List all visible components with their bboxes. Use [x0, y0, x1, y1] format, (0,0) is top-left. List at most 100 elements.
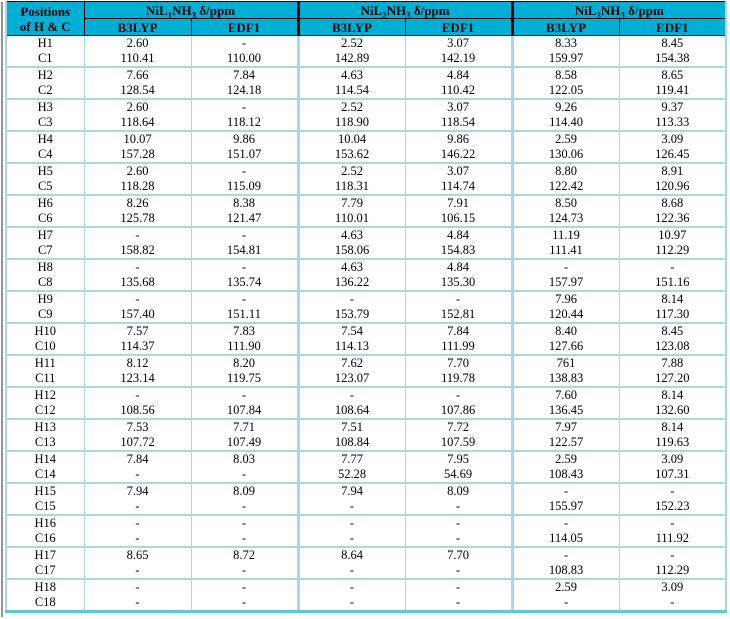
cell-H6-col3: 7.79	[296, 194, 406, 211]
cell-H3-col2: -	[190, 98, 299, 115]
cell-H9-col3: -	[296, 290, 406, 307]
cell-C1-col2: 110.00	[190, 51, 299, 67]
cell-H6-col5: 8.50	[510, 194, 620, 211]
cell-H2-col6: 8.65	[618, 66, 727, 83]
cell-C3-col1: 118.64	[83, 115, 192, 131]
table-row-C13: C13 107.72 107.49 108.84 107.59 122.57 119.63	[5, 435, 727, 451]
cell-H10-col6: 8.45	[618, 322, 727, 339]
cell-H9-col6: 8.14	[618, 290, 727, 307]
cell-C12-col5: 136.45	[510, 403, 620, 419]
row-label-C8: C8	[5, 275, 85, 291]
cell-C16-col6: 111.92	[618, 531, 727, 547]
cell-H14-col3: 7.77	[296, 450, 406, 467]
table-row-H5: H5 2.60-2.52 3.07 8.80 8.91	[5, 162, 727, 179]
cell-C16-col5: 114.05	[510, 531, 620, 547]
cell-C9-col5: 120.44	[510, 307, 620, 323]
cell-H4-col5: 2.59	[510, 130, 620, 147]
cell-H10-col1: 7.57	[83, 322, 192, 339]
row-label-C4: C4	[5, 147, 85, 163]
cell-C15-col3: -	[296, 499, 406, 515]
table-row-H11: H11 8.12 8.20 7.62 7.70 761 7.88	[5, 354, 727, 371]
cell-C16-col2: -	[190, 531, 299, 547]
cell-C17-col4: -	[404, 563, 513, 579]
cell-H16-col6: -	[618, 514, 727, 531]
row-label-C5: C5	[5, 179, 85, 195]
table-row-H8: H8- -4.63 4.84- -	[5, 258, 727, 275]
cell-C13-col4: 107.59	[404, 435, 513, 451]
group-label-part: δ/ppm	[624, 2, 664, 18]
cell-C3-col5: 114.40	[510, 115, 620, 131]
cell-C11-col1: 123.14	[83, 371, 192, 387]
group-header-nil2nh3: NiL2NH3 δ/ppm	[296, 1, 513, 20]
cell-H1-col4: 3.07	[404, 35, 513, 51]
cell-C3-col2: 118.12	[190, 115, 299, 131]
method-header-b3lyp-1: B3LYP	[83, 18, 192, 36]
cell-H16-col2: -	[190, 514, 299, 531]
cell-C9-col2: 151.11	[190, 307, 299, 323]
cell-H3-col3: 2.52	[296, 98, 406, 115]
cell-C14-col3: 52.28	[296, 467, 406, 483]
cell-C4-col1: 157.28	[83, 147, 192, 163]
cell-H16-col1: -	[83, 514, 192, 531]
cell-H5-col1: 2.60	[83, 162, 192, 179]
cell-C12-col6: 132.60	[618, 403, 727, 419]
cell-H18-col2: -	[190, 578, 299, 595]
table-row-C3: C3 118.64 118.12 118.90 118.54 114.40 113.33	[5, 115, 727, 131]
group-label-part: NH	[600, 2, 621, 18]
table-row-H4: H4 10.07 9.86 10.04 9.86 2.59 3.09	[5, 130, 727, 147]
method-header-b3lyp-2: B3LYP	[296, 18, 406, 36]
row-label-H11: H11	[5, 354, 85, 371]
group-header-nil3nh3: NiL3NH3 δ/ppm	[510, 1, 727, 21]
cell-C6-col1: 125.78	[83, 211, 192, 227]
cell-C4-col2: 151.07	[190, 147, 299, 163]
cell-H10-col5: 8.40	[510, 322, 620, 339]
row-label-C15: C15	[5, 499, 85, 515]
cell-C15-col1: -	[83, 499, 192, 515]
cell-H7-col5: 11.19	[510, 226, 620, 243]
cell-C18-col3: -	[296, 595, 406, 613]
cell-H1-col2: -	[190, 35, 299, 51]
cell-H8-col2: -	[190, 258, 299, 275]
cell-H1-col3: 2.52	[296, 35, 406, 51]
cell-H17-col1: 8.65	[83, 546, 192, 563]
cell-H7-col1: -	[83, 226, 192, 243]
cell-C12-col3: 108.64	[296, 403, 406, 419]
cell-H12-col5: 7.60	[510, 386, 620, 403]
cell-C4-col5: 130.06	[510, 147, 620, 163]
cell-H8-col3: 4.63	[296, 258, 406, 275]
cell-H10-col3: 7.54	[296, 322, 406, 339]
method-header-edf1-1: EDF1	[190, 18, 299, 36]
cell-H7-col6: 10.97	[618, 226, 727, 243]
group-label-sub: 3	[596, 10, 601, 21]
cell-H18-col5: 2.59	[510, 578, 620, 595]
row-label-H1: H1	[5, 35, 85, 51]
cell-H4-col1: 10.07	[83, 130, 192, 147]
table-row-C14: C14- -52.28 54.69 108.43 107.31	[5, 467, 727, 483]
corner-line1: Positions	[20, 3, 71, 19]
cell-H5-col4: 3.07	[404, 162, 513, 179]
cell-C6-col5: 124.73	[510, 211, 620, 227]
row-label-C11: C11	[5, 371, 85, 387]
cell-H17-col2: 8.72	[190, 546, 299, 563]
cell-C14-col5: 108.43	[510, 467, 620, 483]
cell-C10-col4: 111.99	[404, 339, 513, 355]
corner-header-positions: Positions of H & C	[5, 1, 85, 36]
row-label-C14: C14	[5, 467, 85, 483]
cell-C18-col5: -	[510, 595, 620, 613]
cell-H13-col4: 7.72	[404, 418, 513, 435]
cell-H6-col1: 8.26	[83, 194, 192, 211]
table-row-H13: H13 7.53 7.71 7.51 7.72 7.97 8.14	[5, 418, 727, 435]
cell-C11-col2: 119.75	[190, 371, 299, 387]
cell-C7-col1: 158.82	[83, 243, 192, 259]
table-row-H17: H17 8.65 8.72 8.64 7.70- -	[5, 546, 727, 563]
table-row-C18: C18- - - - - -	[5, 595, 727, 613]
group-label-sub: 3	[191, 10, 197, 21]
cell-C6-col6: 122.36	[618, 211, 727, 227]
table-row-C1: C1 110.41 110.00 142.89 142.19 159.97 154.38	[5, 51, 727, 67]
cell-C6-col3: 110.01	[296, 211, 406, 227]
cell-C1-col3: 142.89	[296, 51, 406, 67]
table-row-H6: H6 8.26 8.38 7.79 7.91 8.50 8.68	[5, 194, 727, 211]
row-label-C17: C17	[5, 563, 85, 579]
cell-H12-col2: -	[190, 386, 299, 403]
cell-C15-col5: 155.97	[510, 499, 620, 515]
